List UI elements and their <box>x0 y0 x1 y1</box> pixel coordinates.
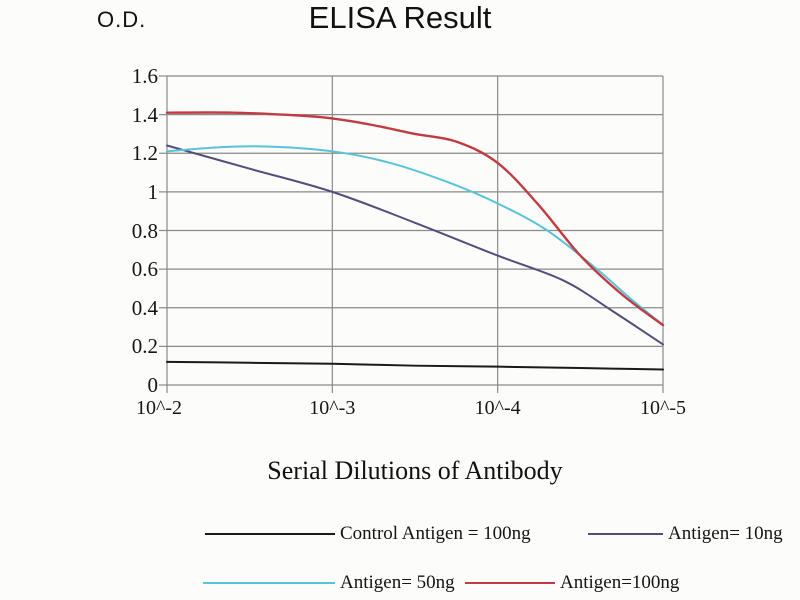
y-axis-unit-label: O.D. <box>97 7 147 32</box>
legend-label: Control Antigen = 100ng <box>340 523 531 544</box>
series-line-antigen-100ng <box>165 111 665 327</box>
legend-line-swatch <box>465 582 555 584</box>
y-tick-label: 0 <box>147 373 159 397</box>
y-tick-label: 0.2 <box>131 334 158 359</box>
legend-label: Antigen= 10ng <box>668 523 783 544</box>
legend-item: Antigen= 50ng <box>0 571 800 595</box>
legend-label: Antigen= 50ng <box>340 572 455 593</box>
x-tick-label: 10^-2 <box>135 397 183 419</box>
plot-area-svg <box>159 75 665 393</box>
series-line-antigen-10ng <box>166 144 664 346</box>
y-tick-label: 0.8 <box>131 218 158 243</box>
x-tick-label: 10^-4 <box>474 397 521 419</box>
y-tick-label: 1.4 <box>131 102 158 127</box>
legend-item: Antigen=100ng <box>0 571 800 595</box>
y-tick-label: 0.6 <box>131 257 158 282</box>
y-tick-label: 1.2 <box>131 141 158 166</box>
chart-title: ELISA Result <box>308 0 492 35</box>
y-tick-label: 1.6 <box>131 64 158 88</box>
y-tick-label: 0.4 <box>131 295 158 320</box>
legend-line-swatch <box>205 533 335 535</box>
series-line-control-antigen-100ng <box>166 360 664 371</box>
legend-line-swatch <box>588 533 663 535</box>
legend-label: Antigen=100ng <box>560 572 680 593</box>
legend-item: Control Antigen = 100ng <box>0 522 800 546</box>
x-tick-label: 10^-5 <box>639 397 687 419</box>
legend-item: Antigen= 10ng <box>0 522 800 546</box>
legend-line-swatch <box>203 582 335 584</box>
x-axis-title: Serial Dilutions of Antibody <box>267 456 563 485</box>
x-tick-label: 10^-3 <box>309 397 356 419</box>
series-line-antigen-50ng <box>166 145 664 327</box>
y-tick-label: 1 <box>147 179 159 204</box>
